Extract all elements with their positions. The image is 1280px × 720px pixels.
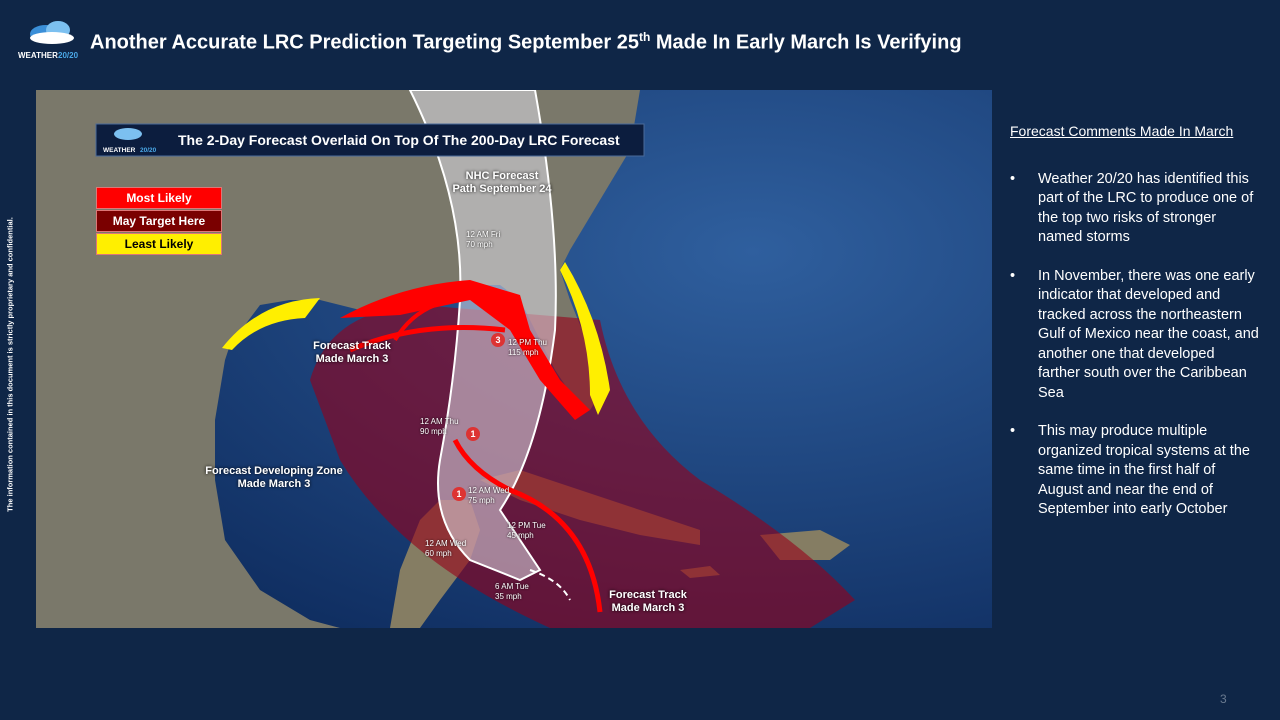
time: 12 PM Tue [507,521,546,530]
legend-most: Most Likely [96,187,222,209]
banner-logo-word: WEATHER [103,147,136,154]
storm-point: 12 PM Thu 115 mph [508,338,547,358]
storm-point: 12 AM Thu 90 mph [420,417,459,437]
map-banner: The 2-Day Forecast Overlaid On Top Of Th… [178,132,620,148]
label-line: Made March 3 [315,353,389,365]
storm-point: 6 AM Tue 35 mph [495,582,529,602]
label-line: Forecast Developing Zone [205,465,343,477]
label-line: NHC Forecast [465,170,539,182]
label-line: Forecast Track [313,340,391,352]
label-line: Forecast Track [609,589,687,601]
storm-icon: 3 [491,333,505,347]
time: 12 PM Thu [508,338,547,347]
time: 12 AM Wed [425,539,467,548]
time: 6 AM Tue [495,582,529,591]
storm-point: 12 AM Wed 75 mph [468,486,509,506]
label-line: Made March 3 [611,602,685,614]
storm-icon: 1 [452,487,466,501]
bullet: Weather 20/20 has identified this part o… [1010,170,1260,248]
side-note: The information contained in this docume… [5,217,15,512]
title: Another Accurate LRC Prediction Targetin… [90,30,962,55]
storm-icon: 1 [466,427,480,441]
label-line: Path September 24 [452,183,552,195]
legend-least: Least Likely [96,233,222,255]
nhc-label: NHC Forecast Path September 24 [452,170,552,196]
logo-number: 20/20 [58,51,79,60]
speed: 45 mph [507,531,534,540]
storm-point: 12 AM Fri 70 mph [466,230,500,250]
comments: Forecast Comments Made In March Weather … [1010,122,1260,539]
track-label: Forecast Track Made March 3 [596,589,700,615]
speed: 115 mph [508,348,539,357]
banner-logo-number: 20/20 [140,147,157,154]
zone-label: Forecast Developing Zone Made March 3 [192,465,356,491]
title-end: Made In Early March Is Verifying [650,31,962,54]
speed: 35 mph [495,592,522,601]
time: 12 AM Wed [468,486,510,495]
comments-heading: Forecast Comments Made In March [1010,123,1234,139]
time: 12 AM Thu [420,417,459,426]
bullet: In November, there was one early indicat… [1010,267,1260,404]
speed: 90 mph [420,427,447,436]
storm-point: 12 AM Wed 60 mph [425,539,466,559]
legend-may: May Target Here [96,210,222,232]
bullet-list: Weather 20/20 has identified this part o… [1010,170,1260,520]
storm-point: 12 PM Tue 45 mph [507,521,546,541]
speed: 60 mph [425,549,452,558]
title-start: Another Accurate LRC Prediction Targetin… [90,31,639,54]
logo-word: WEATHER [18,51,58,60]
speed: 70 mph [466,240,493,249]
label-line: Made March 3 [237,478,311,490]
page-number: 3 [1220,692,1227,706]
map: WEATHER 20/20 The 2-Day Forecast Overlai… [36,90,992,628]
time: 12 AM Fri [466,230,501,239]
logo: WEATHER 20/20 [18,21,79,60]
track-label: Forecast Track Made March 3 [300,340,404,366]
bullet: This may produce multiple organized trop… [1010,422,1260,520]
speed: 75 mph [468,496,495,505]
title-sup: th [639,30,651,44]
